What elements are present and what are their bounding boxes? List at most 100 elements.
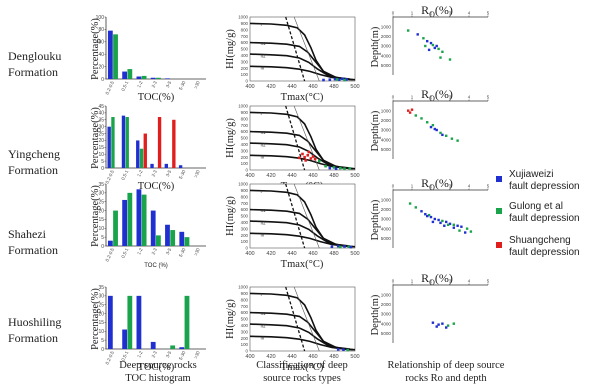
- y-tick-label: 25: [98, 303, 104, 309]
- data-point: [348, 167, 352, 170]
- formation-label: Shahezi Formation: [8, 227, 58, 257]
- data-point: [460, 225, 463, 228]
- kerogen-type-label: II1: [261, 311, 267, 316]
- x-tick-label: 0.5-1: [120, 247, 129, 259]
- data-point: [439, 131, 442, 135]
- y-tick-label: 30: [98, 124, 104, 130]
- data-point: [437, 323, 440, 326]
- data-point: [301, 152, 304, 156]
- y-tick-label: 500: [241, 214, 249, 219]
- y-tick-label: 200: [241, 336, 249, 341]
- x-tick-label: 0.5-1: [120, 169, 129, 181]
- y-axis-label: Depth(m): [370, 199, 381, 240]
- legend-label-line: fault depression: [509, 213, 580, 224]
- x-tick-label: 400: [245, 251, 254, 257]
- y-tick-label: 700: [241, 304, 249, 309]
- y-tick-label: 1000: [381, 24, 392, 29]
- data-point: [445, 134, 448, 137]
- formation-label: Huoshiling Formation: [8, 315, 61, 345]
- y-tick-label: 300: [241, 59, 249, 64]
- data-point: [435, 325, 438, 328]
- data-point: [304, 159, 307, 162]
- bar: [170, 230, 176, 246]
- oil-window-line-right: [293, 16, 320, 82]
- data-point: [446, 324, 450, 327]
- data-point: [420, 117, 423, 120]
- x-axis-label: Tmax(°C): [281, 92, 324, 103]
- x-axis-label: RO(%): [421, 271, 453, 287]
- y-axis-label: Percentage(%): [90, 18, 101, 80]
- data-point: [339, 245, 342, 249]
- x-axis-label-part: R: [421, 87, 429, 101]
- data-point: [318, 159, 321, 163]
- data-point: [341, 77, 344, 81]
- bar: [139, 148, 144, 168]
- formation-label-line: Formation: [8, 243, 58, 257]
- caption-ro: Relationship of deep source rocks Ro and …: [388, 360, 505, 384]
- x-tick-label: 1: [411, 279, 414, 284]
- y-axis-label: Percentage(%): [90, 288, 101, 350]
- x-tick-label: 0: [392, 184, 395, 189]
- x-axis-label-part: (%): [435, 271, 453, 285]
- x-tick-label: 480: [329, 354, 338, 360]
- x-axis-label: TOC(%): [138, 362, 175, 373]
- x-tick-label: 3-5: [165, 350, 173, 359]
- x-tick-label: 2: [430, 184, 433, 189]
- y-tick-label: 0: [101, 244, 104, 250]
- data-point: [429, 125, 433, 129]
- x-tick-label: 5: [487, 95, 490, 100]
- data-point: [345, 78, 348, 81]
- data-point: [322, 78, 325, 82]
- y-tick-label: 200: [241, 66, 249, 71]
- data-point: [433, 127, 436, 131]
- bar: [107, 240, 113, 246]
- data-point: [332, 166, 336, 169]
- y-tick-label: 1000: [238, 182, 248, 187]
- x-tick-label: 420: [266, 354, 275, 360]
- y-axis-label: Percentage(%): [90, 185, 101, 247]
- y-tick-label: 500: [241, 136, 249, 141]
- x-tick-label: 3: [449, 11, 452, 16]
- x-tick-label: 480: [329, 173, 338, 179]
- x-tick-label: >30: [193, 80, 201, 90]
- x-tick-label: 5-30: [178, 169, 187, 180]
- y-tick-label: 1000: [381, 197, 392, 202]
- data-point: [464, 231, 467, 234]
- bar: [111, 117, 115, 168]
- y-tick-label: 2000: [381, 34, 392, 39]
- data-point: [458, 229, 461, 232]
- data-point: [452, 223, 455, 226]
- x-tick-label: >30: [193, 169, 201, 179]
- data-point: [429, 215, 433, 219]
- y-tick-label: 10: [98, 226, 104, 232]
- kerogen-type-label: II2: [261, 142, 267, 147]
- data-point: [420, 210, 423, 213]
- y-tick-label: 1000: [381, 108, 392, 113]
- x-axis-label-part: (%): [435, 3, 453, 17]
- data-point: [452, 322, 455, 325]
- y-tick-label: 25: [98, 200, 104, 206]
- data-point: [441, 50, 444, 53]
- x-tick-label: 400: [245, 84, 254, 90]
- bar: [156, 235, 161, 246]
- y-tick-label: 100: [241, 239, 249, 244]
- formation-label-line: Formation: [8, 331, 58, 345]
- x-tick-label: 1-2: [136, 247, 144, 256]
- x-tick-label: 440: [287, 84, 296, 90]
- data-point: [330, 245, 334, 249]
- bar: [107, 126, 111, 168]
- data-point: [336, 244, 340, 248]
- data-point: [336, 348, 340, 351]
- ro-depth-plot: 0 1 2 3 4 5 1000 2000 3000 4000 5000 RO(%) Depth(m): [370, 176, 490, 248]
- y-tick-label: 0: [101, 77, 104, 83]
- x-tick-label: 440: [287, 251, 296, 257]
- x-tick-label: 1-2: [136, 350, 144, 359]
- toc-histogram: 0 20 40 60 80 100 0.2-0.5 0.5-1 1-2 2-3 3-5 5-30 >30…: [90, 15, 206, 103]
- x-tick-label: 0: [392, 11, 395, 16]
- x-tick-label: 2-3: [151, 247, 159, 256]
- caption-toc: Deep source rocks TOC histogram: [119, 360, 197, 384]
- data-point: [306, 153, 310, 157]
- x-tick-label: 5-30: [178, 350, 187, 361]
- y-tick-label: 30: [98, 294, 104, 300]
